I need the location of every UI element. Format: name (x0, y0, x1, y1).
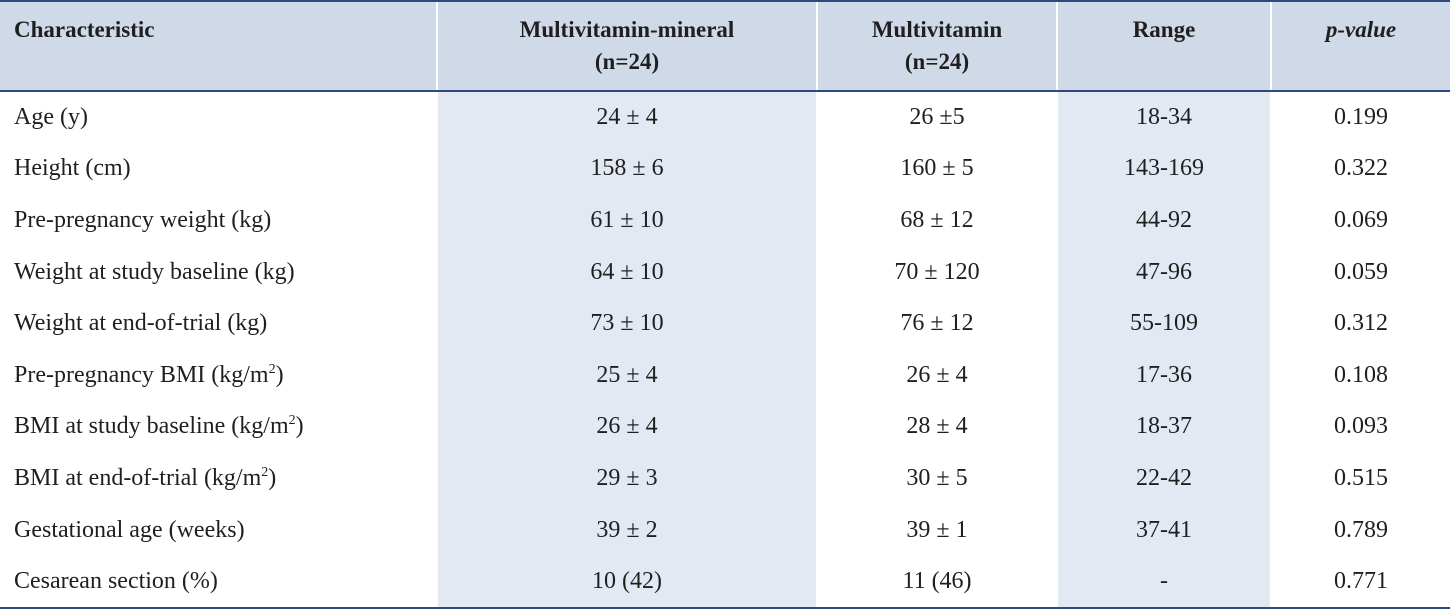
header-mvm-line1: Multivitamin-mineral (519, 17, 735, 42)
cell-mv: 26 ± 4 (817, 348, 1058, 401)
cell-p-value: 0.069 (1334, 206, 1388, 233)
cell-mvm: 64 ± 10 (437, 245, 818, 298)
cell-mv: 28 ± 4 (817, 400, 1058, 453)
cell-characteristic: Pre-pregnancy weight (kg) (0, 194, 438, 246)
characteristic-text: Age (y) (14, 104, 88, 131)
cell-range: 18-37 (1057, 400, 1272, 453)
characteristic-text: Height (cm) (14, 155, 131, 182)
cell-p-value: 0.199 (1334, 104, 1388, 131)
characteristic-text: Pre-pregnancy weight (kg) (14, 206, 272, 233)
table-row: Age (y) 24 ± 4 26 ±5 18-34 0.199 (0, 91, 1450, 143)
cell-characteristic: Weight at end-of-trial (kg) (0, 297, 438, 349)
cell-mvm: 26 ± 4 (437, 400, 818, 453)
cell-mvm: 29 ± 3 (437, 452, 818, 504)
header-multivitamin-mineral: Multivitamin-mineral (n=24) (437, 2, 818, 92)
cell-p-value: 0.059 (1334, 258, 1388, 285)
cell-p-value: 0.312 (1334, 310, 1388, 337)
cell-range: 37-41 (1057, 503, 1272, 556)
header-range: Range (1057, 2, 1272, 92)
characteristic-text: BMI at study baseline (kg/m (14, 413, 289, 440)
cell-p-value: 0.771 (1334, 568, 1388, 595)
header-characteristic: Characteristic (0, 2, 438, 92)
cell-mv: 30 ± 5 (817, 452, 1058, 504)
cell-characteristic: Cesarean section (%) (0, 555, 438, 607)
characteristic-text: Weight at end-of-trial (kg) (14, 310, 268, 337)
cell-range: 18-34 (1057, 91, 1272, 143)
header-range-label: Range (1132, 17, 1196, 42)
table-row: Weight at end-of-trial (kg) 73 ± 10 76 ±… (0, 297, 1450, 349)
table-body: Age (y) 24 ± 4 26 ±5 18-34 0.199 Height … (0, 91, 1450, 607)
table-row: BMI at end-of-trial (kg/m2) 29 ± 3 30 ± … (0, 452, 1450, 504)
header-row: Characteristic Multivitamin-mineral (n=2… (0, 2, 1450, 92)
cell-mv: 68 ± 12 (817, 194, 1058, 246)
header-mv-line1: Multivitamin (871, 17, 1003, 42)
cell-range: 47-96 (1057, 245, 1272, 298)
table-row: Weight at study baseline (kg) 64 ± 10 70… (0, 245, 1450, 298)
cell-range: - (1057, 555, 1272, 607)
table-header: Characteristic Multivitamin-mineral (n=2… (0, 2, 1450, 92)
cell-characteristic: Gestational age (weeks) (0, 503, 438, 556)
cell-mv: 160 ± 5 (817, 142, 1058, 195)
cell-mvm: 73 ± 10 (437, 297, 818, 349)
cell-mvm: 25 ± 4 (437, 348, 818, 401)
cell-characteristic: Age (y) (0, 91, 438, 143)
characteristic-suffix: ) (268, 464, 277, 491)
cell-mv: 70 ± 120 (817, 245, 1058, 298)
cell-range: 17-36 (1057, 348, 1272, 401)
table-row: Pre-pregnancy BMI (kg/m2) 25 ± 4 26 ± 4 … (0, 348, 1450, 401)
cell-mv: 39 ± 1 (817, 503, 1058, 556)
characteristic-text: Weight at study baseline (kg) (14, 258, 295, 285)
table-row: Pre-pregnancy weight (kg) 61 ± 10 68 ± 1… (0, 194, 1450, 246)
superscript: 2 (288, 413, 296, 429)
table-row: Height (cm) 158 ± 6 160 ± 5 143-169 0.32… (0, 142, 1450, 195)
cell-range: 22-42 (1057, 452, 1272, 504)
cell-range: 143-169 (1057, 142, 1272, 195)
cell-characteristic: Height (cm) (0, 142, 438, 195)
cell-p-value: 0.789 (1334, 516, 1388, 543)
cell-p-value: 0.322 (1334, 155, 1388, 182)
cell-mv: 76 ± 12 (817, 297, 1058, 349)
cell-range: 55-109 (1057, 297, 1272, 349)
cell-p-value: 0.108 (1334, 361, 1388, 388)
header-mv-line2: (n=24) (904, 49, 970, 74)
cell-p-value: 0.093 (1334, 413, 1388, 440)
characteristic-text: Cesarean section (%) (14, 568, 218, 595)
cell-range: 44-92 (1057, 194, 1272, 246)
cell-mvm: 158 ± 6 (437, 142, 818, 195)
header-p-value-label: p-value (1325, 17, 1397, 42)
characteristic-text: BMI at end-of-trial (kg/m (14, 464, 262, 491)
characteristic-suffix: ) (295, 413, 304, 440)
header-characteristic-label: Characteristic (14, 17, 155, 42)
characteristic-text: Pre-pregnancy BMI (kg/m (14, 361, 269, 388)
cell-mv: 26 ±5 (817, 91, 1058, 143)
table-row: Gestational age (weeks) 39 ± 2 39 ± 1 37… (0, 503, 1450, 556)
table-row: Cesarean section (%) 10 (42) 11 (46) - 0… (0, 555, 1450, 607)
table-row: BMI at study baseline (kg/m2) 26 ± 4 28 … (0, 400, 1450, 453)
superscript: 2 (268, 361, 276, 377)
cell-characteristic: BMI at study baseline (kg/m2) (0, 400, 438, 453)
cell-mvm: 10 (42) (437, 555, 818, 607)
header-p-value: p-value (1271, 2, 1450, 92)
characteristic-suffix: ) (275, 361, 284, 388)
cell-p-value: 0.515 (1334, 464, 1388, 491)
cell-characteristic: BMI at end-of-trial (kg/m2) (0, 452, 438, 504)
characteristic-text: Gestational age (weeks) (14, 516, 245, 543)
header-multivitamin: Multivitamin (n=24) (817, 2, 1058, 92)
cell-characteristic: Pre-pregnancy BMI (kg/m2) (0, 348, 438, 401)
cell-characteristic: Weight at study baseline (kg) (0, 245, 438, 298)
superscript: 2 (261, 464, 269, 480)
cell-mvm: 61 ± 10 (437, 194, 818, 246)
header-mvm-line2: (n=24) (594, 49, 660, 74)
cell-mvm: 24 ± 4 (437, 91, 818, 143)
cell-mv: 11 (46) (817, 555, 1058, 607)
cell-mvm: 39 ± 2 (437, 503, 818, 556)
